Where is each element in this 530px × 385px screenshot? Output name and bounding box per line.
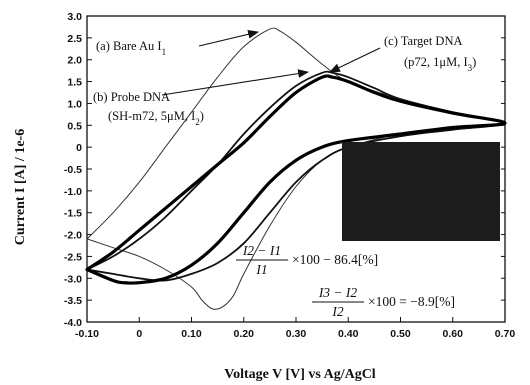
x-axis-title: Voltage V [V] vs Ag/AgCl [224,367,376,382]
annotation-arrow [329,47,381,73]
y-tick-label: -2.5 [64,251,82,263]
annotation-arrow [198,30,260,47]
x-tick-label: 0.10 [181,328,202,340]
y-axis-title: Current I [A] / 1e-6 [13,129,28,245]
axis-ticks: -4.0 -3.5 -3.0 -2.5 -2.0 -1.5 -1.0 -0.5 0 0.5 1.0 1… [64,11,515,340]
y-tick-label: -3.5 [64,295,82,307]
y-tick-label: 2.5 [67,33,82,45]
annotation-a: (a) Bare Au I1 [96,39,166,57]
annotations: (a) Bare Au I1 (b) Probe DNA (SH-m72, 5μM,… [93,30,476,319]
annotation-b1: (b) Probe DNA [93,90,170,104]
y-tick-label: -1.5 [64,208,82,220]
formula-numerator: I2 − I1 [242,243,281,258]
y-tick-label: 0.5 [67,120,82,132]
formula-result: ×100 = −8.9[%] [368,294,455,309]
y-tick-label: 0 [76,142,82,154]
x-tick-label: 0.30 [286,328,307,340]
x-tick-label: 0.60 [443,328,464,340]
formula-denominator: I2 [331,304,343,319]
inset-image-block [342,142,500,241]
y-tick-label: -1.0 [64,186,82,198]
formula-denominator: I1 [255,262,267,277]
y-tick-label: -0.5 [64,164,82,176]
x-tick-label: 0.20 [234,328,255,340]
data-series [85,27,507,310]
formula-numerator: I3 − I2 [318,285,358,300]
y-tick-label: -4.0 [64,317,82,329]
y-tick-label: 1.5 [67,77,82,89]
x-tick-label: -0.10 [75,328,99,340]
x-tick-label: 0.40 [338,328,359,340]
series-line-c [85,74,507,285]
annotation-arrow [161,69,310,96]
y-tick-label: 1.0 [67,98,82,110]
y-tick-label: 3.0 [67,11,82,23]
y-tick-label: -2.0 [64,230,82,242]
x-tick-label: 0.70 [495,328,516,340]
annotation-c1: (c) Target DNA [384,34,463,48]
y-tick-label: 2.0 [67,55,82,67]
x-tick-label: 0.50 [390,328,411,340]
annotation-b2: (SH-m72, 5μM, I2) [108,109,204,127]
x-tick-label: 0 [136,328,142,340]
y-tick-label: -3.0 [64,273,82,285]
annotation-c2: (p72, 1μM, I3) [404,55,476,73]
formula-result: ×100 − 86.4[%] [292,252,378,267]
